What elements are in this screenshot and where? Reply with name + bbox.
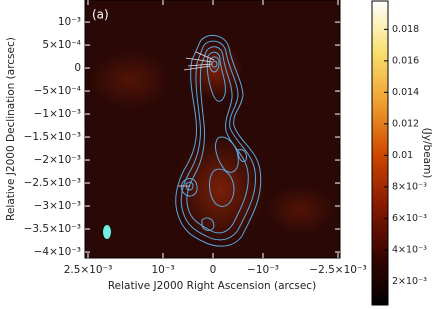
y-tick-label: −1×10⁻³ <box>34 108 81 120</box>
y-tick-label: −1.5×10⁻³ <box>24 131 81 143</box>
contour <box>215 136 239 173</box>
y-tick-label: −3.5×10⁻³ <box>24 223 81 235</box>
contours <box>175 35 262 247</box>
y-tick-label: 5×10⁻⁴ <box>42 39 81 51</box>
contour <box>185 181 194 191</box>
colorbar-tick-label: 6×10⁻³ <box>392 213 427 224</box>
colorbar-tick-label: 0.012 <box>392 118 419 129</box>
colorbar <box>371 0 389 306</box>
line <box>185 57 213 63</box>
colorbar-label: (Jy/beam) <box>421 128 433 179</box>
x-tick-label: 0 <box>210 264 217 276</box>
y-tick-label: −2.5×10⁻³ <box>24 177 81 189</box>
colorbar-tick-label: 8×10⁻³ <box>392 181 427 192</box>
noise <box>90 50 170 110</box>
colorbar-tick-label: 0.014 <box>392 87 419 98</box>
colorbar-tick-label: 0.018 <box>392 24 419 35</box>
colorbar-tick-label: 4×10⁻³ <box>392 244 427 255</box>
y-tick-label: −2×10⁻³ <box>34 154 81 166</box>
contour <box>237 149 247 163</box>
colorbar-tick-label: 0.016 <box>392 55 419 66</box>
line <box>195 51 215 61</box>
y-tick-label: −3×10⁻³ <box>34 200 81 212</box>
emission <box>175 135 265 245</box>
y-tick-label: −5×10⁻⁴ <box>34 85 81 97</box>
y-tick-label: 0 <box>74 62 81 74</box>
contour <box>206 51 226 102</box>
line <box>187 63 213 67</box>
beam <box>103 225 111 239</box>
y-tick-label: 10⁻³ <box>58 16 81 28</box>
x-tick-label: −2.5×10⁻³ <box>309 264 366 276</box>
colorbar-tick-label: 0.01 <box>392 150 413 161</box>
image-panel: (a) <box>84 0 341 259</box>
panel-label: (a) <box>92 8 109 22</box>
contour <box>201 217 215 231</box>
contour <box>180 40 257 241</box>
x-tick-label: 2.5×10⁻³ <box>64 264 113 276</box>
x-tick-label: −10⁻³ <box>247 264 279 276</box>
x-tick-label: 10⁻³ <box>151 264 174 276</box>
line <box>183 65 211 71</box>
colorbar-tick-label: 2×10⁻³ <box>392 276 427 287</box>
y-axis-label: Relative J2000 Declination (arcsec) <box>5 37 17 221</box>
contour <box>211 60 218 68</box>
contour <box>209 168 235 207</box>
contour <box>186 46 249 234</box>
x-axis-label: Relative J2000 Right Ascension (arcsec) <box>108 280 316 292</box>
jet-lines <box>178 51 215 187</box>
contour <box>180 178 198 197</box>
noise <box>265 185 335 235</box>
emission <box>187 40 243 100</box>
contour <box>175 35 262 247</box>
y-tick-label: −4×10⁻³ <box>34 246 81 258</box>
